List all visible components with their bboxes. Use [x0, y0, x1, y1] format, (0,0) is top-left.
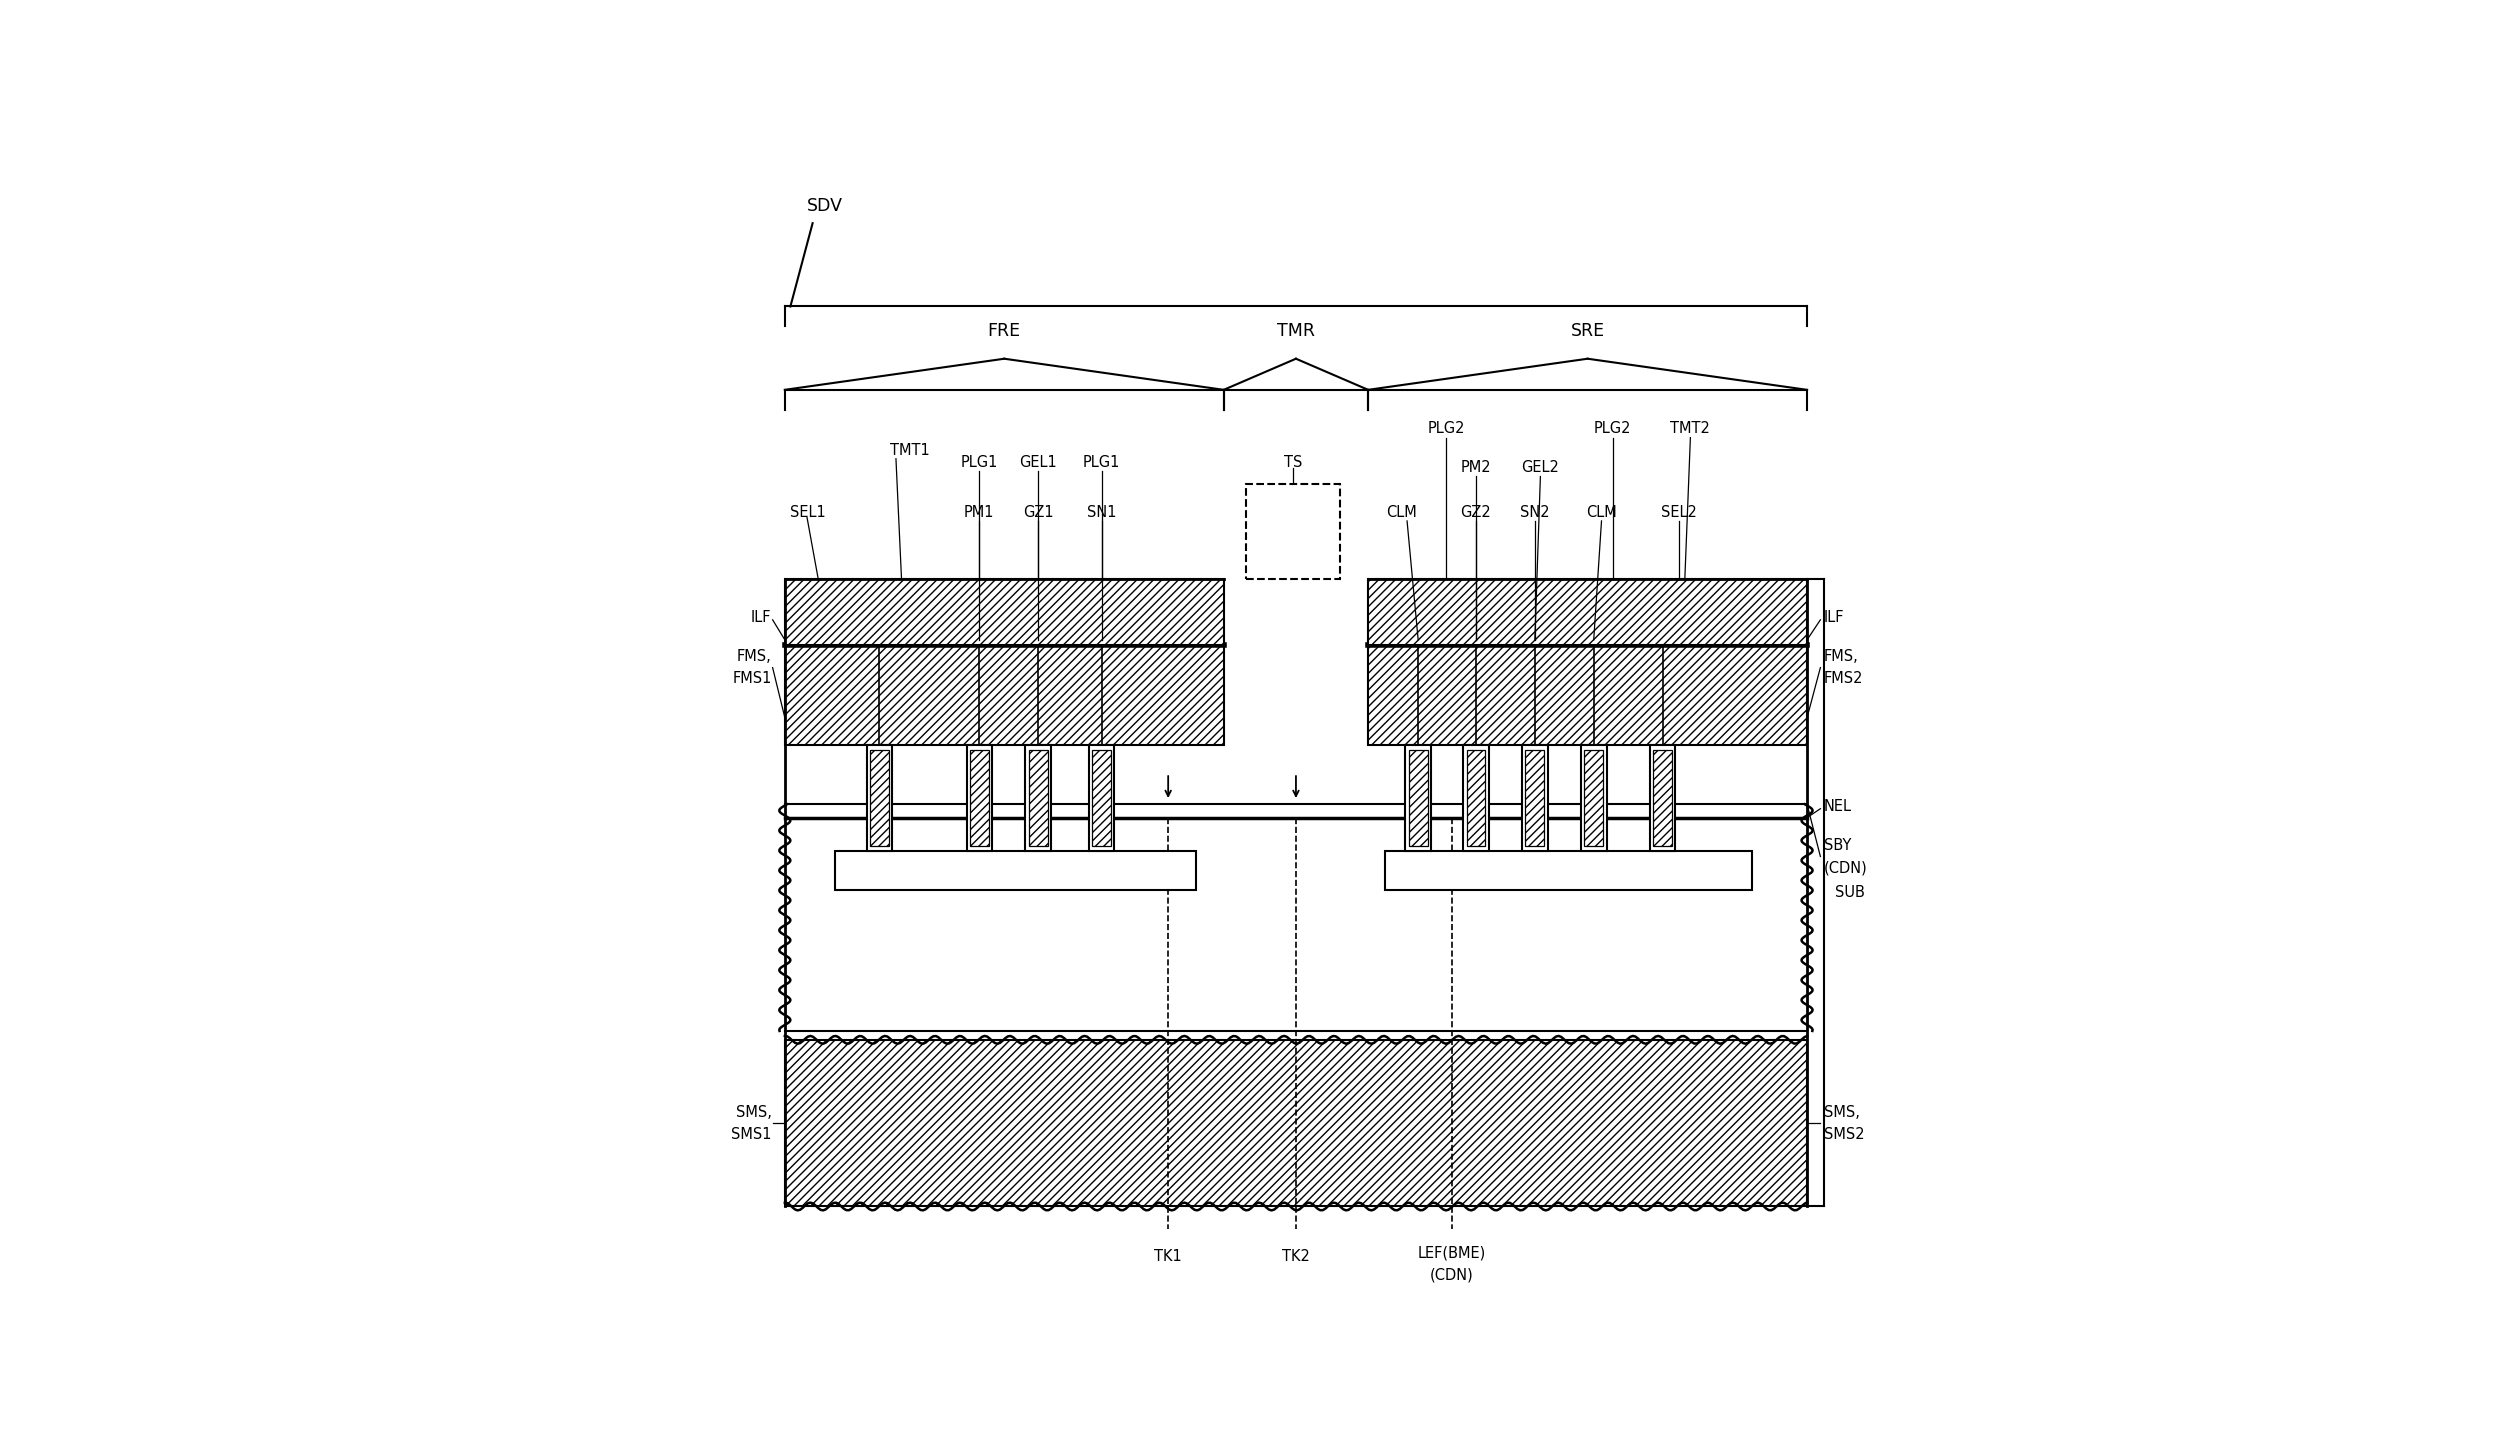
Text: SEL1: SEL1 [790, 505, 827, 519]
Bar [785, 1040, 1808, 1206]
Text: GZ1: GZ1 [1023, 505, 1053, 519]
Bar [1524, 750, 1544, 847]
Bar [1246, 485, 1341, 579]
Text: TK2: TK2 [1281, 1250, 1309, 1264]
Text: SEL2: SEL2 [1662, 505, 1697, 519]
Text: (CDN): (CDN) [1429, 1268, 1474, 1283]
Bar [1409, 750, 1426, 847]
Bar [1028, 750, 1048, 847]
Text: NEL: NEL [1823, 799, 1853, 814]
Text: FMS,: FMS, [1823, 649, 1858, 664]
Text: PLG2: PLG2 [1426, 421, 1464, 436]
Bar [785, 818, 1808, 1030]
Bar [1652, 750, 1672, 847]
Text: PM1: PM1 [965, 505, 995, 519]
Bar [1464, 746, 1489, 851]
Bar [1650, 746, 1675, 851]
Bar [785, 645, 1223, 746]
Text: PLG1: PLG1 [960, 455, 998, 469]
Bar [1093, 750, 1111, 847]
Bar [1369, 579, 1808, 645]
Text: SN1: SN1 [1086, 505, 1116, 519]
Bar [1025, 746, 1050, 851]
Text: SMS1: SMS1 [732, 1127, 772, 1141]
Text: PLG2: PLG2 [1594, 421, 1632, 436]
Text: FMS2: FMS2 [1823, 671, 1863, 687]
Bar [968, 746, 993, 851]
Text: FRE: FRE [988, 322, 1020, 341]
Bar [1369, 645, 1808, 746]
Text: LEF(BME): LEF(BME) [1416, 1245, 1487, 1261]
Text: PM2: PM2 [1462, 460, 1492, 475]
Text: SMS,: SMS, [735, 1104, 772, 1120]
Text: SN2: SN2 [1519, 505, 1549, 519]
Text: SMS2: SMS2 [1823, 1127, 1865, 1141]
Bar [1384, 851, 1752, 890]
Bar [835, 851, 1196, 890]
Text: FMS1: FMS1 [732, 671, 772, 687]
Text: FMS,: FMS, [737, 649, 772, 664]
Text: SRE: SRE [1569, 322, 1604, 341]
Text: ILF: ILF [1823, 610, 1845, 625]
Text: GEL1: GEL1 [1020, 455, 1058, 469]
Text: SUB: SUB [1835, 885, 1865, 900]
Text: (CDN): (CDN) [1823, 860, 1868, 874]
Text: SBY: SBY [1823, 838, 1850, 853]
Bar [1522, 746, 1547, 851]
Bar [1582, 746, 1607, 851]
Bar [1467, 750, 1484, 847]
Text: CLM: CLM [1587, 505, 1617, 519]
Text: TK1: TK1 [1153, 1250, 1181, 1264]
Text: TMT1: TMT1 [890, 443, 930, 459]
Text: SMS,: SMS, [1823, 1104, 1860, 1120]
Text: GZ2: GZ2 [1462, 505, 1492, 519]
Bar [970, 750, 988, 847]
Bar [1584, 750, 1602, 847]
Bar [785, 579, 1223, 645]
Text: CLM: CLM [1386, 505, 1416, 519]
Bar [867, 746, 892, 851]
Text: TMR: TMR [1276, 322, 1316, 341]
Bar [870, 750, 887, 847]
Text: SDV: SDV [807, 198, 842, 215]
Text: PLG1: PLG1 [1083, 455, 1121, 469]
Text: TS: TS [1284, 455, 1301, 469]
Text: TMT2: TMT2 [1670, 421, 1710, 436]
Bar [1088, 746, 1113, 851]
Text: GEL2: GEL2 [1522, 460, 1559, 475]
Bar [1406, 746, 1431, 851]
Text: ILF: ILF [752, 610, 772, 625]
